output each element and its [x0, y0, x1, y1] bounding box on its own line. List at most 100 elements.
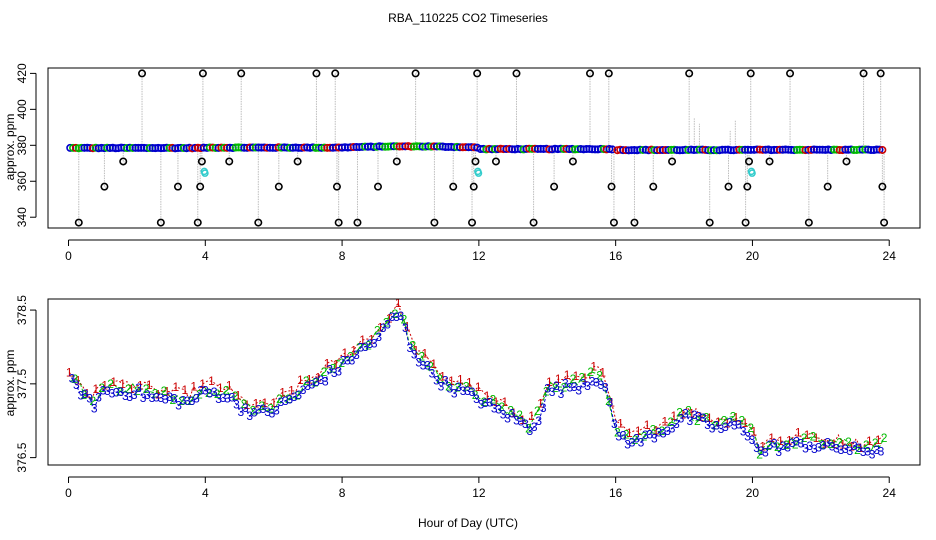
series-3-point: 3	[126, 390, 133, 404]
series-1-point: 1	[724, 417, 731, 431]
series-1-point: 1	[190, 380, 197, 394]
outlier-point	[804, 218, 813, 227]
outlier-point	[173, 182, 182, 191]
series-3-point: 3	[286, 393, 293, 407]
outlier-point	[630, 218, 639, 227]
series-3-point: 3	[229, 390, 236, 404]
outlier-point	[765, 157, 774, 166]
series-3-point: 3	[855, 441, 862, 455]
series-3-point: 3	[624, 438, 631, 452]
series-2-point: 2	[410, 338, 417, 352]
outlier-point	[468, 218, 477, 227]
chart-title: RBA_110225 CO2 Timeseries	[388, 11, 548, 25]
series-3-point: 3	[242, 401, 249, 415]
series-3-point: 3	[718, 422, 725, 436]
outlier-point	[74, 218, 83, 227]
series-2-point: 2	[294, 389, 301, 403]
series-3-point: 3	[429, 367, 436, 381]
series-1-point: 1	[839, 438, 846, 452]
series-3-point: 3	[504, 412, 511, 426]
bottom-series-marks: 111 1 1 1 1 1 1 11 1 1 1 1 1 11 111 1 1 11 11 1 11 11 11 111111…	[66, 296, 888, 462]
series-2-point: 2	[534, 404, 541, 418]
series-1-point: 1	[768, 431, 775, 445]
series-2-point: 2	[232, 389, 239, 403]
series-1-point: 1	[795, 426, 802, 440]
series-3-point: 3	[193, 392, 200, 406]
series-2-point: 2	[854, 443, 861, 457]
series-3-point: 3	[793, 434, 800, 448]
x-tick-label: 12	[472, 249, 486, 263]
series-1-point: 1	[324, 357, 331, 371]
series-2-point: 2	[72, 372, 79, 386]
series-2-point: 2	[703, 411, 710, 425]
series-3-point: 3	[371, 336, 378, 350]
series-3-point: 3	[851, 439, 858, 453]
series-2-point: 2	[481, 395, 488, 409]
calibration-point	[748, 169, 756, 177]
series-2-point: 2	[321, 365, 328, 379]
outlier-point	[491, 157, 500, 166]
series-2-point: 2	[143, 382, 150, 396]
series-3-point: 3	[420, 358, 427, 372]
series-1-point: 1	[439, 369, 446, 383]
series-3-point: 3	[318, 373, 325, 387]
series-3-point: 3	[700, 411, 707, 425]
series-3-point: 3	[326, 363, 333, 377]
series-1-point: 1	[270, 396, 277, 410]
series-2-point: 2	[863, 438, 870, 452]
series-2-point: 2	[285, 392, 292, 406]
series-2-point: 2	[169, 393, 176, 407]
series-3-point: 3	[322, 374, 329, 388]
x-tick-label: 8	[339, 486, 346, 500]
outlier-point	[880, 218, 889, 227]
series-3-point: 3	[117, 385, 124, 399]
series-2-point: 2	[312, 375, 319, 389]
series-1-point: 1	[484, 389, 491, 403]
series-2-point: 2	[365, 339, 372, 353]
series-3-point: 3	[673, 417, 680, 431]
series-3-point: 3	[589, 374, 596, 388]
series-1-point: 1	[706, 411, 713, 425]
bottom-y-axis-label: approx. ppm	[3, 350, 17, 417]
series-3-point: 3	[189, 394, 196, 408]
series-3-point: 3	[406, 341, 413, 355]
series-3-point: 3	[824, 436, 831, 450]
series-3-point: 3	[433, 373, 440, 387]
series-2-point: 2	[872, 436, 879, 450]
series-2-point: 2	[516, 408, 523, 422]
series-3-point: 3	[313, 375, 320, 389]
baseline-point	[608, 145, 617, 154]
series-1-point: 1	[413, 344, 420, 358]
series-1-point: 1	[386, 311, 393, 325]
series-3-point: 3	[184, 394, 191, 408]
outlier-point	[668, 157, 677, 166]
series-2-point: 2	[819, 438, 826, 452]
series-1-point: 1	[582, 371, 589, 385]
outlier-point	[471, 157, 480, 166]
series-3-point: 3	[442, 373, 449, 387]
series-2-point: 2	[205, 386, 212, 400]
series-3-point: 3	[131, 388, 138, 402]
series-3-point: 3	[606, 396, 613, 410]
series-3-point: 3	[695, 409, 702, 423]
series-3-point: 3	[869, 447, 876, 461]
series-1-point: 1	[199, 377, 206, 391]
series-2-point: 2	[383, 315, 390, 329]
series-2-point: 2	[596, 368, 603, 382]
series-2-point: 2	[241, 397, 248, 411]
series-3-point: 3	[415, 355, 422, 369]
outlier-point	[609, 218, 618, 227]
x-tick-label: 4	[202, 249, 209, 263]
series-3-point: 3	[491, 401, 498, 415]
outlier-point	[550, 182, 559, 191]
series-1-point: 1	[208, 374, 215, 388]
series-3-point: 3	[340, 354, 347, 368]
series-3-point: 3	[678, 412, 685, 426]
series-1-point: 1	[368, 333, 375, 347]
series-2-point: 2	[267, 402, 274, 416]
series-3-point: 3	[455, 380, 462, 394]
series-3-point: 3	[446, 382, 453, 396]
series-2-point: 2	[374, 323, 381, 337]
